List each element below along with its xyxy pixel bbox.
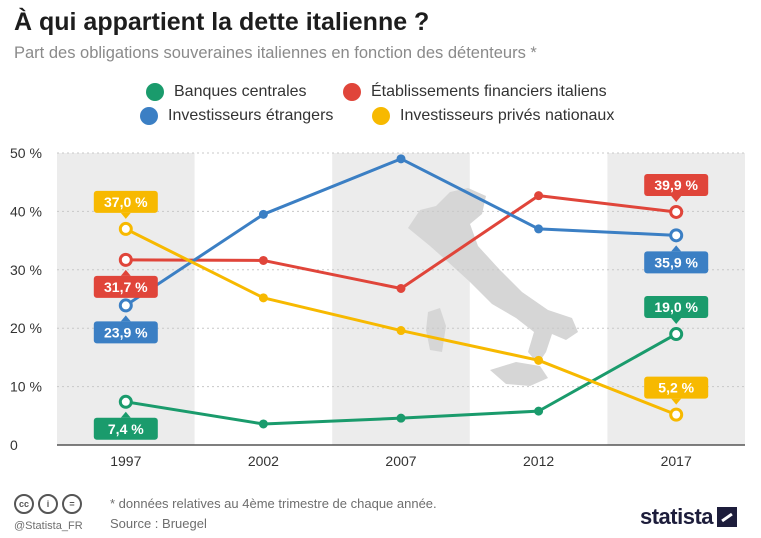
data-point	[118, 298, 133, 313]
legend-swatch	[146, 83, 164, 101]
legend-label: Banques centrales	[174, 83, 307, 100]
data-label-pointer	[671, 245, 682, 252]
data-point	[258, 419, 268, 429]
data-point	[396, 283, 406, 293]
social-handle: @Statista_FR	[14, 520, 83, 532]
line-chart: 0 10 % 20 % 30 % 40 % 50 % 1997 2002 2007 2012 201…	[10, 145, 745, 469]
data-label-box	[644, 296, 709, 319]
statista-logo: statista	[640, 504, 738, 530]
data-point	[396, 154, 406, 164]
source: Source : Bruegel	[110, 516, 207, 531]
nd-icon: =	[62, 494, 82, 514]
data-point	[118, 221, 133, 236]
y-tick-label: 50 %	[10, 145, 42, 161]
chart-subtitle: Part des obligations souveraines italien…	[14, 44, 537, 62]
data-point	[669, 204, 684, 219]
data-label: 39,9 %	[654, 177, 698, 193]
data-point	[118, 394, 133, 409]
data-label: 23,9 %	[104, 324, 148, 340]
data-label-pointer	[671, 318, 682, 325]
y-tick-label: 0	[10, 437, 18, 453]
data-label-pointer	[120, 411, 131, 418]
data-label-box	[644, 376, 709, 399]
sicily-map-shape	[490, 362, 548, 386]
data-point	[396, 413, 406, 423]
license-icons: cc i =	[14, 494, 82, 514]
data-point	[534, 355, 544, 365]
data-point	[258, 293, 268, 303]
data-label-pointer	[671, 195, 682, 202]
data-label-pointer	[120, 212, 131, 219]
data-point	[534, 191, 544, 201]
legend-label: Investisseurs étrangers	[168, 107, 334, 124]
data-label-pointer	[671, 398, 682, 405]
x-tick-label: 2002	[248, 453, 279, 469]
data-label: 5,2 %	[658, 380, 694, 396]
chart-title: À qui appartient la dette italienne ?	[14, 8, 430, 36]
data-point	[118, 252, 133, 267]
y-tick-label: 10 %	[10, 379, 42, 395]
sardinia-map-shape	[426, 308, 446, 352]
by-icon: i	[38, 494, 58, 514]
y-tick-label: 30 %	[10, 262, 42, 278]
data-label: 19,0 %	[654, 299, 698, 315]
data-label-box	[93, 417, 158, 440]
footnote: * données relatives au 4ème trimestre de…	[110, 496, 437, 511]
legend-swatch	[140, 107, 158, 125]
data-label-box	[93, 190, 158, 213]
data-label-box	[93, 321, 158, 344]
y-tick-label: 20 %	[10, 320, 42, 336]
data-point	[669, 407, 684, 422]
x-tick-label: 2007	[385, 453, 416, 469]
x-tick-label: 1997	[110, 453, 141, 469]
data-point	[534, 224, 544, 234]
legend-swatch	[372, 107, 390, 125]
data-label: 7,4 %	[108, 421, 144, 437]
italy-map-shape	[408, 188, 578, 364]
data-point	[534, 406, 544, 416]
data-label-box	[93, 275, 158, 298]
data-point	[396, 326, 406, 336]
data-label: 35,9 %	[654, 254, 698, 270]
brand-name: statista	[640, 504, 714, 529]
legend-label: Établissements financiers italiens	[371, 83, 607, 100]
legend-item-banques-centrales: Banques centrales	[146, 83, 307, 101]
data-point	[258, 209, 268, 219]
data-label-box	[644, 251, 709, 274]
data-label-box	[644, 173, 709, 196]
data-label-pointer	[120, 315, 131, 322]
data-label-pointer	[120, 269, 131, 276]
legend-item-etablissements: Établissements financiers italiens	[343, 83, 607, 101]
data-point	[669, 327, 684, 342]
y-tick-label: 40 %	[10, 203, 42, 219]
statista-logo-icon	[717, 507, 738, 527]
x-tick-label: 2017	[661, 453, 692, 469]
x-tick-label: 2012	[523, 453, 554, 469]
cc-icon: cc	[14, 494, 34, 514]
legend-item-investisseurs-prives: Investisseurs privés nationaux	[372, 107, 614, 125]
legend-label: Investisseurs privés nationaux	[400, 107, 615, 124]
legend-item-investisseurs-etrangers: Investisseurs étrangers	[140, 107, 333, 125]
legend-swatch	[343, 83, 361, 101]
data-point	[258, 255, 268, 265]
data-label: 37,0 %	[104, 194, 148, 210]
data-label: 31,7 %	[104, 279, 148, 295]
data-point	[669, 228, 684, 243]
